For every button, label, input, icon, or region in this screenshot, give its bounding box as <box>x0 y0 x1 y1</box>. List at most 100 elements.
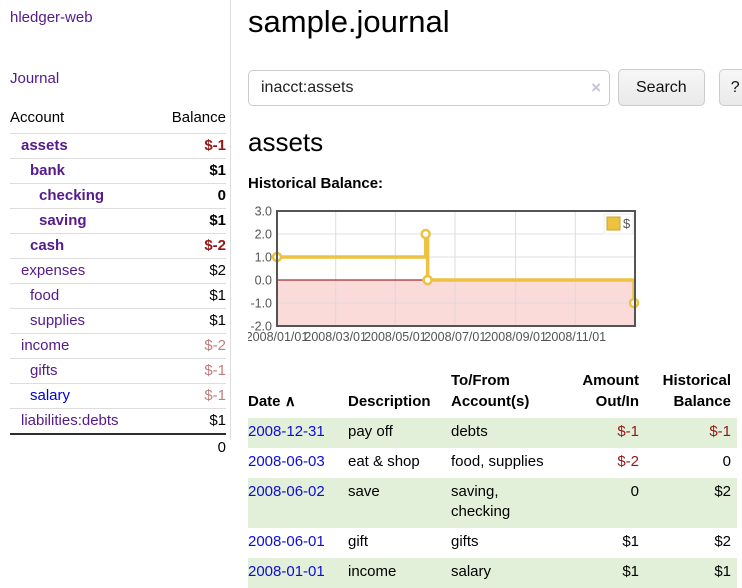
account-link-income[interactable]: income <box>21 337 69 354</box>
accounts-header-row: Account Balance <box>10 102 226 134</box>
search-box: × <box>248 70 610 106</box>
transaction-description: eat & shop <box>348 448 451 478</box>
balance-chart: $3.02.01.00.0-1.0-2.02008/01/012008/03/0… <box>248 198 742 354</box>
transaction-amount: $-1 <box>565 418 645 448</box>
svg-text:-1.0: -1.0 <box>250 297 272 311</box>
transaction-date-link[interactable]: 2008-01-01 <box>248 563 325 580</box>
account-link-bank[interactable]: bank <box>30 162 65 179</box>
svg-text:2008/05/01: 2008/05/01 <box>364 330 427 344</box>
account-balance: $2 <box>154 259 226 284</box>
account-balance: $-1 <box>154 359 226 384</box>
transaction-accounts: debts <box>451 418 565 448</box>
svg-text:$: $ <box>623 216 631 231</box>
register-header-date[interactable]: Date ∧ <box>248 368 348 418</box>
accounts-header-balance: Balance <box>154 102 226 134</box>
transaction-date-link[interactable]: 2008-06-02 <box>248 483 325 500</box>
account-row: checking 0 <box>10 184 226 209</box>
svg-text:2008/11/01: 2008/11/01 <box>544 330 606 344</box>
app-title-link[interactable]: hledger-web <box>10 9 93 26</box>
svg-text:2008/07/01: 2008/07/01 <box>424 330 487 344</box>
account-row: gifts $-1 <box>10 359 226 384</box>
transaction-amount: $1 <box>565 528 645 558</box>
account-page-title: assets <box>248 127 742 157</box>
accounts-header-account: Account <box>10 102 154 134</box>
search-form: × Search ? <box>248 69 742 106</box>
transaction-description: income <box>348 558 451 588</box>
transaction-accounts: salary <box>451 558 565 588</box>
transaction-date-link[interactable]: 2008-06-03 <box>248 453 325 470</box>
register-row: 2008-06-03eat & shopfood, supplies$-20 <box>248 448 737 478</box>
sort-ascending-icon: ∧ <box>285 393 296 410</box>
svg-text:2008/01/01: 2008/01/01 <box>248 330 308 344</box>
transaction-balance: $1 <box>645 558 737 588</box>
account-row: bank $1 <box>10 159 226 184</box>
account-balance: $1 <box>154 409 226 435</box>
transaction-date-link[interactable]: 2008-06-01 <box>248 533 325 550</box>
register-header-amount: Amount Out/In <box>565 368 645 418</box>
account-link-gifts[interactable]: gifts <box>30 362 58 379</box>
transaction-amount: $-2 <box>565 448 645 478</box>
balance-chart-svg: $3.02.01.00.0-1.0-2.02008/01/012008/03/0… <box>248 198 742 350</box>
transaction-description: gift <box>348 528 451 558</box>
register-header-row: Date ∧ Description To/From Account(s) Am… <box>248 368 737 418</box>
account-balance: $-1 <box>154 384 226 409</box>
account-row: supplies $1 <box>10 309 226 334</box>
search-button[interactable]: Search <box>618 69 705 106</box>
search-input[interactable] <box>248 70 610 106</box>
account-row: food $1 <box>10 284 226 309</box>
account-link-assets[interactable]: assets <box>21 137 68 154</box>
svg-text:2.0: 2.0 <box>255 228 272 242</box>
sidebar: hledger-web Journal Account Balance asse… <box>0 0 231 440</box>
transaction-accounts: saving, checking <box>451 478 565 528</box>
transaction-accounts: gifts <box>451 528 565 558</box>
account-link-checking[interactable]: checking <box>39 187 104 204</box>
main-content: sample.journal × Search ? assets Histori… <box>231 0 742 588</box>
transaction-balance: $2 <box>645 478 737 528</box>
account-row: expenses $2 <box>10 259 226 284</box>
account-row: saving $1 <box>10 209 226 234</box>
page: hledger-web Journal Account Balance asse… <box>0 0 742 588</box>
svg-text:1.0: 1.0 <box>255 251 272 265</box>
legend-swatch <box>607 217 620 230</box>
account-link-saving[interactable]: saving <box>39 212 87 229</box>
account-balance: $1 <box>154 284 226 309</box>
accounts-total-row: 0 <box>10 434 226 460</box>
transaction-balance: $2 <box>645 528 737 558</box>
account-link-salary[interactable]: salary <box>30 387 70 404</box>
account-row: assets $-1 <box>10 134 226 159</box>
transaction-amount: $1 <box>565 558 645 588</box>
register-row: 2008-12-31pay offdebts$-1$-1 <box>248 418 737 448</box>
account-link-food[interactable]: food <box>30 287 59 304</box>
account-link-liabilities-debts[interactable]: liabilities:debts <box>21 412 119 429</box>
account-balance: $-1 <box>154 134 226 159</box>
account-balance: $1 <box>154 159 226 184</box>
register-row: 2008-06-02 savesaving, checking0$2 <box>248 478 737 528</box>
transaction-description: save <box>348 478 451 528</box>
account-row: income$-2 <box>10 334 226 359</box>
svg-text:2008/03/01: 2008/03/01 <box>304 330 367 344</box>
account-link-expenses[interactable]: expenses <box>21 262 85 279</box>
account-link-cash[interactable]: cash <box>30 237 64 254</box>
help-button[interactable]: ? <box>719 69 742 106</box>
clear-search-icon[interactable]: × <box>591 78 601 98</box>
transaction-balance: 0 <box>645 448 737 478</box>
account-link-supplies[interactable]: supplies <box>30 312 85 329</box>
account-balance: $-2 <box>154 234 226 259</box>
svg-text:2008/09/01: 2008/09/01 <box>484 330 547 344</box>
transaction-date-link[interactable]: 2008-12-31 <box>248 423 325 440</box>
account-row: liabilities:debts $1 <box>10 409 226 435</box>
transaction-balance: $-1 <box>645 418 737 448</box>
register-header-description: Description <box>348 368 451 418</box>
accounts-table: Account Balance assets $-1 bank $1 checking 0… <box>10 102 226 460</box>
account-balance: $1 <box>154 209 226 234</box>
register-row: 2008-06-01 giftgifts$1$2 <box>248 528 737 558</box>
transaction-amount: 0 <box>565 478 645 528</box>
svg-text:0.0: 0.0 <box>255 274 272 288</box>
transaction-description: pay off <box>348 418 451 448</box>
register-header-balance: Historical Balance <box>645 368 737 418</box>
account-balance: 0 <box>154 184 226 209</box>
sidebar-item-journal[interactable]: Journal <box>10 70 59 87</box>
app-title: hledger-web <box>10 9 225 26</box>
account-balance: $1 <box>154 309 226 334</box>
account-row: salary $-1 <box>10 384 226 409</box>
